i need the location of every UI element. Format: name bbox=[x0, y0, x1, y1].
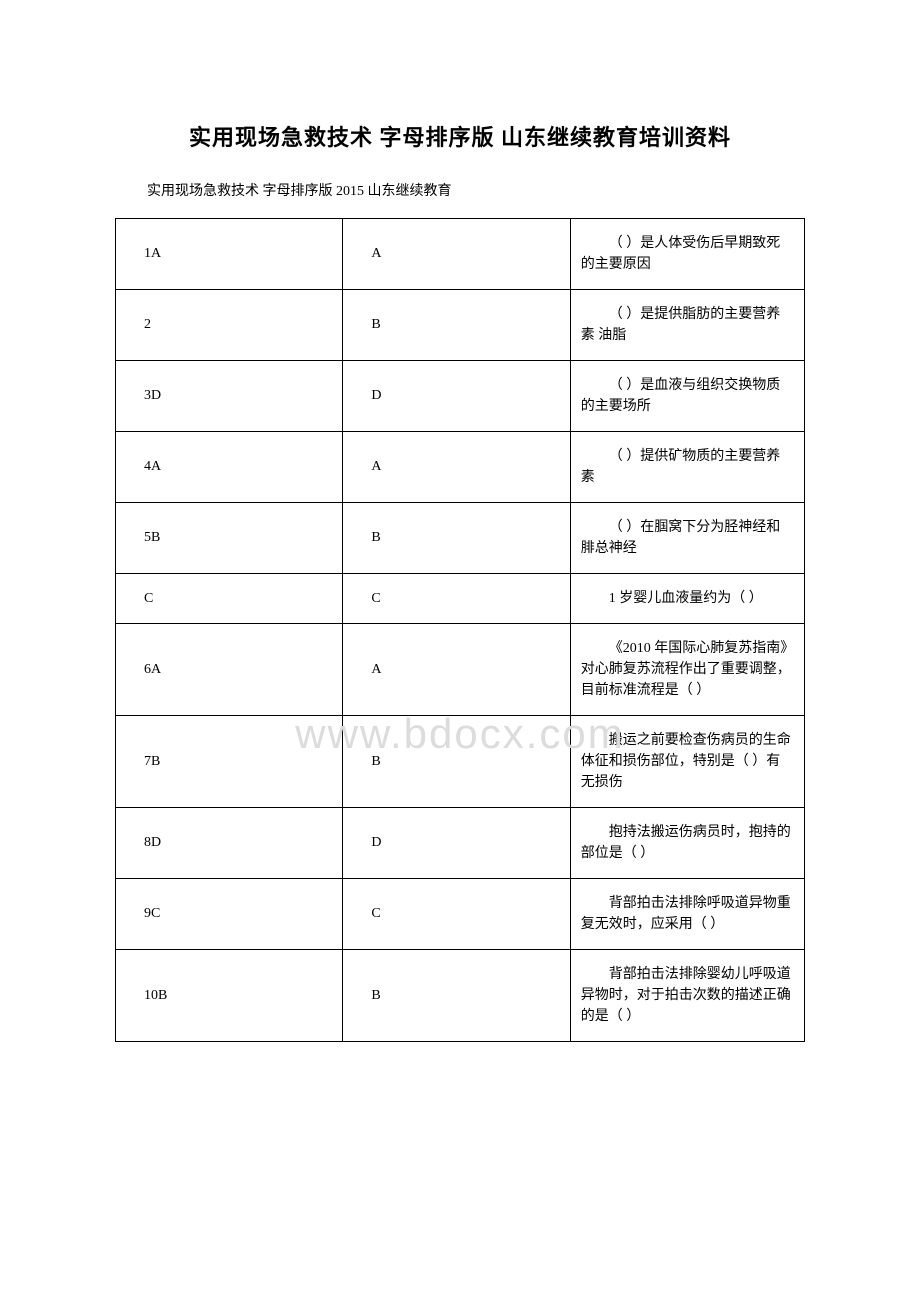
cell-id: 1A bbox=[116, 219, 343, 290]
cell-id: 3D bbox=[116, 361, 343, 432]
page-title: 实用现场急救技术 字母排序版 山东继续教育培训资料 bbox=[115, 120, 805, 152]
cell-id: 2 bbox=[116, 290, 343, 361]
cell-question: 背部拍击法排除呼吸道异物重复无效时，应采用（ ） bbox=[570, 879, 804, 950]
cell-id: 5B bbox=[116, 503, 343, 574]
table-row: C C 1 岁婴儿血液量约为（ ） bbox=[116, 574, 805, 624]
table-row: 1A A （ ）是人体受伤后早期致死的主要原因 bbox=[116, 219, 805, 290]
cell-id: 7B bbox=[116, 716, 343, 808]
cell-answer: A bbox=[343, 624, 570, 716]
cell-question: （ ）是提供脂肪的主要营养素 油脂 bbox=[570, 290, 804, 361]
cell-question: （ ）是血液与组织交换物质的主要场所 bbox=[570, 361, 804, 432]
cell-answer: D bbox=[343, 361, 570, 432]
cell-question: （ ）在腘窝下分为胫神经和腓总神经 bbox=[570, 503, 804, 574]
cell-question: 《2010 年国际心肺复苏指南》对心肺复苏流程作出了重要调整，目前标准流程是（ … bbox=[570, 624, 804, 716]
data-table: 1A A （ ）是人体受伤后早期致死的主要原因 2 B （ ）是提供脂肪的主要营… bbox=[115, 218, 805, 1042]
table-row: 10B B 背部拍击法排除婴幼儿呼吸道异物时，对于拍击次数的描述正确的是（ ） bbox=[116, 950, 805, 1042]
table-body: 1A A （ ）是人体受伤后早期致死的主要原因 2 B （ ）是提供脂肪的主要营… bbox=[116, 219, 805, 1042]
cell-answer: C bbox=[343, 879, 570, 950]
cell-answer: A bbox=[343, 219, 570, 290]
cell-id: 4A bbox=[116, 432, 343, 503]
cell-id: 9C bbox=[116, 879, 343, 950]
table-row: 2 B （ ）是提供脂肪的主要营养素 油脂 bbox=[116, 290, 805, 361]
cell-question: （ ）提供矿物质的主要营养素 bbox=[570, 432, 804, 503]
cell-answer: B bbox=[343, 503, 570, 574]
table-row: 3D D （ ）是血液与组织交换物质的主要场所 bbox=[116, 361, 805, 432]
cell-id: 6A bbox=[116, 624, 343, 716]
cell-answer: B bbox=[343, 950, 570, 1042]
cell-answer: B bbox=[343, 716, 570, 808]
cell-id: 10B bbox=[116, 950, 343, 1042]
table-row: 7B B 搬运之前要检查伤病员的生命体征和损伤部位，特别是（ ）有无损伤 bbox=[116, 716, 805, 808]
cell-question: 抱持法搬运伤病员时，抱持的部位是（ ） bbox=[570, 808, 804, 879]
table-row: 9C C 背部拍击法排除呼吸道异物重复无效时，应采用（ ） bbox=[116, 879, 805, 950]
cell-id: C bbox=[116, 574, 343, 624]
cell-answer: C bbox=[343, 574, 570, 624]
table-row: 4A A （ ）提供矿物质的主要营养素 bbox=[116, 432, 805, 503]
cell-answer: A bbox=[343, 432, 570, 503]
cell-question: 搬运之前要检查伤病员的生命体征和损伤部位，特别是（ ）有无损伤 bbox=[570, 716, 804, 808]
page-subtitle: 实用现场急救技术 字母排序版 2015 山东继续教育 bbox=[115, 180, 805, 200]
cell-answer: D bbox=[343, 808, 570, 879]
cell-id: 8D bbox=[116, 808, 343, 879]
cell-question: 1 岁婴儿血液量约为（ ） bbox=[570, 574, 804, 624]
table-row: 8D D 抱持法搬运伤病员时，抱持的部位是（ ） bbox=[116, 808, 805, 879]
cell-answer: B bbox=[343, 290, 570, 361]
cell-question: 背部拍击法排除婴幼儿呼吸道异物时，对于拍击次数的描述正确的是（ ） bbox=[570, 950, 804, 1042]
cell-question: （ ）是人体受伤后早期致死的主要原因 bbox=[570, 219, 804, 290]
table-row: 6A A 《2010 年国际心肺复苏指南》对心肺复苏流程作出了重要调整，目前标准… bbox=[116, 624, 805, 716]
table-row: 5B B （ ）在腘窝下分为胫神经和腓总神经 bbox=[116, 503, 805, 574]
